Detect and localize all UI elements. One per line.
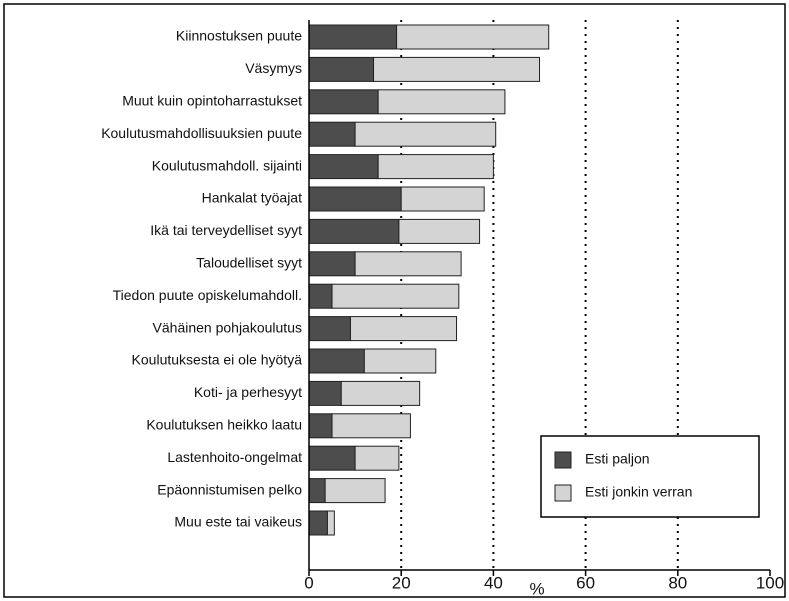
bar-segment xyxy=(308,413,333,439)
bar-segment xyxy=(308,380,342,406)
bar-segment xyxy=(326,510,335,536)
bar-segment xyxy=(349,316,458,342)
bar-segment xyxy=(324,478,386,504)
bar-segment xyxy=(308,154,379,180)
y-tick-label: Koulutusmahdoll. sijainti xyxy=(152,157,302,173)
bar-segment xyxy=(308,348,365,374)
y-tick-label: Väsymys xyxy=(245,60,302,76)
y-tick-label: Tiedon puute opiskelumahdoll. xyxy=(113,287,302,303)
bar-segment xyxy=(308,251,356,277)
bar-segment xyxy=(400,186,485,212)
bar-segment xyxy=(308,510,328,536)
frame xyxy=(3,3,786,598)
y-tick-label: Vähäinen pohjakoulutus xyxy=(153,319,302,335)
bar-segment xyxy=(373,56,541,82)
x-tick-label: 80 xyxy=(668,573,687,592)
x-tick-label: 40 xyxy=(484,573,503,592)
bar-segment xyxy=(354,121,497,147)
y-tick-label: Lastenhoito-ongelmat xyxy=(167,449,302,465)
x-tick-label: 0 xyxy=(304,573,313,592)
bar-segment xyxy=(398,218,481,244)
legend-swatch xyxy=(554,484,572,502)
bar-segment xyxy=(308,218,400,244)
y-tick-label: Muu este tai vaikeus xyxy=(174,514,302,530)
bar-segment xyxy=(354,445,400,471)
x-axis-label: % xyxy=(529,579,544,598)
bar-segment xyxy=(340,380,421,406)
y-tick-label: Epäonnistumisen pelko xyxy=(157,481,302,497)
y-tick-label: Kiinnostuksen puute xyxy=(176,28,302,44)
bar-segment xyxy=(308,121,356,147)
legend-box xyxy=(540,435,760,518)
y-tick-label: Koulutuksen heikko laatu xyxy=(146,417,302,433)
bar-segment xyxy=(308,186,402,212)
y-tick-label: Koti- ja perhesyyt xyxy=(194,384,302,400)
bar-segment xyxy=(377,154,494,180)
bar-segment xyxy=(331,413,411,439)
x-tick-label: 20 xyxy=(392,573,411,592)
bar-segment xyxy=(396,24,550,50)
y-tick-label: Koulutusmahdollisuuksien puute xyxy=(101,125,302,141)
bar-segment xyxy=(308,316,351,342)
y-tick-label: Muut kuin opintoharrastukset xyxy=(122,93,302,109)
bar-segment xyxy=(354,251,462,277)
bar-segment xyxy=(331,283,460,309)
bar-segment xyxy=(363,348,437,374)
y-tick-label: Taloudelliset syyt xyxy=(196,255,302,271)
legend-label: Esti jonkin verran xyxy=(585,484,692,500)
legend-swatch xyxy=(554,451,572,469)
x-tick-label: 60 xyxy=(576,573,595,592)
bar-segment xyxy=(308,89,379,115)
bar-segment xyxy=(308,445,356,471)
legend-label: Esti paljon xyxy=(585,451,650,467)
bar-segment xyxy=(308,478,326,504)
bar-segment xyxy=(308,24,398,50)
y-tick-label: Koulutuksesta ei ole hyötyä xyxy=(132,352,303,368)
y-tick-label: Ikä tai terveydelliset syyt xyxy=(150,222,302,238)
bar-segment xyxy=(308,56,375,82)
bar-segment xyxy=(377,89,506,115)
y-tick-label: Hankalat työajat xyxy=(202,190,303,206)
x-tick-label: 100 xyxy=(756,573,784,592)
bar-segment xyxy=(308,283,333,309)
